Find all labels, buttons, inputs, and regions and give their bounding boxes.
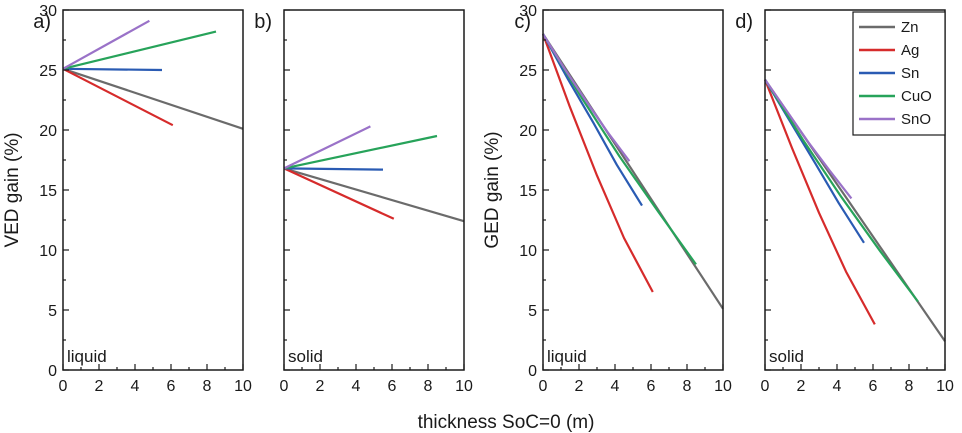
series-line-ag [541, 33, 654, 293]
x-tick-label: 10 [234, 378, 252, 395]
series-line-ag [283, 167, 395, 220]
x-tick-label: 4 [352, 378, 361, 395]
x-tick-label: 10 [455, 378, 473, 395]
y-axis-title: VED gain (%) [2, 132, 23, 247]
legend: Zn Ag Sn CuO SnO [852, 11, 946, 136]
condition-label: liquid [547, 347, 587, 366]
panel-letter: c) [514, 11, 531, 33]
panel-d: 0 2 4 6 8 10 d) solid [735, 9, 954, 395]
x-tick-label: 8 [424, 378, 433, 395]
x-axis-title: thickness SoC=0 (m) [418, 412, 595, 433]
y-tick-label: 0 [48, 363, 57, 380]
x-tick-label: 2 [575, 378, 584, 395]
series-line-sn [283, 167, 384, 171]
series-line-ag [62, 67, 174, 127]
legend-label-sno: SnO [901, 111, 931, 128]
y-tick-label: 0 [528, 363, 537, 380]
series-line-cuo [62, 30, 217, 70]
legend-label-cuo: CuO [901, 88, 932, 105]
x-tick-label: 4 [611, 378, 620, 395]
y-tick-label: 30 [519, 3, 537, 20]
series-line-sno [62, 19, 150, 70]
y-tick-label: 25 [519, 63, 537, 80]
x-tick-label: 0 [539, 378, 548, 395]
series-line-zn [283, 167, 465, 223]
legend-label-zn: Zn [901, 19, 919, 36]
y-axis-title: GED gain (%) [482, 131, 503, 248]
panel-b: 0 2 4 6 8 10 b) solid [254, 9, 473, 395]
x-tick-label: 2 [95, 378, 104, 395]
y-tick-label: 10 [39, 243, 57, 260]
series-line-cuo [764, 79, 919, 303]
panel-a: 0 2 4 6 8 10 0 5 10 15 20 25 30 VED gain (%) a) liquid [2, 3, 252, 395]
plot-frame [62, 9, 244, 371]
series-line-sn [542, 33, 643, 207]
series-line-sno [542, 33, 631, 162]
x-tick-label: 2 [316, 378, 325, 395]
panel-letter: a) [33, 11, 51, 33]
y-tick-label: 5 [528, 303, 537, 320]
legend-label-ag: Ag [901, 42, 919, 59]
y-tick-label: 15 [519, 183, 537, 200]
series-line-sno [764, 78, 853, 200]
x-tick-label: 6 [167, 378, 176, 395]
y-tick-label: 25 [39, 63, 57, 80]
condition-label: liquid [67, 347, 107, 366]
series-line-ag [763, 79, 876, 325]
y-tick-label: 5 [48, 303, 57, 320]
series-line-cuo [283, 134, 438, 170]
y-tick-label: 15 [39, 183, 57, 200]
x-tick-label: 4 [131, 378, 140, 395]
panel-c: 0 2 4 6 8 10 0 5 10 15 20 25 30 GED gain (%) c) liquid [482, 3, 732, 395]
x-tick-label: 0 [761, 378, 770, 395]
x-tick-label: 6 [647, 378, 656, 395]
panel-letter: b) [254, 11, 272, 33]
series-line-zn [62, 67, 244, 130]
y-tick-label: 20 [519, 123, 537, 140]
x-tick-label: 8 [905, 378, 914, 395]
x-tick-label: 0 [280, 378, 289, 395]
x-tick-label: 8 [683, 378, 692, 395]
x-tick-label: 6 [388, 378, 397, 395]
x-tick-label: 6 [869, 378, 878, 395]
y-tick-label: 10 [519, 243, 537, 260]
x-tick-label: 10 [714, 378, 732, 395]
x-tick-label: 2 [797, 378, 806, 395]
x-tick-label: 10 [936, 378, 954, 395]
condition-label: solid [288, 347, 323, 366]
plot-frame [283, 9, 465, 371]
condition-label: solid [769, 347, 804, 366]
y-tick-label: 30 [39, 3, 57, 20]
series-line-sno [283, 125, 371, 170]
x-tick-label: 0 [59, 378, 68, 395]
x-tick-label: 4 [833, 378, 842, 395]
series-line-sn [62, 67, 163, 72]
y-tick-label: 20 [39, 123, 57, 140]
legend-label-sn: Sn [901, 65, 919, 82]
x-tick-label: 8 [203, 378, 212, 395]
panel-letter: d) [735, 11, 753, 33]
